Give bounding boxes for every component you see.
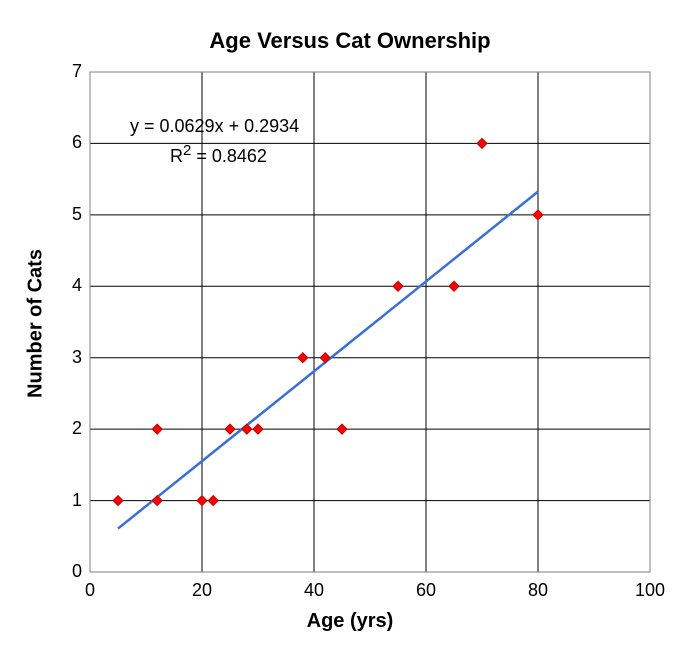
x-tick-label: 100 <box>635 580 665 601</box>
r-squared-prefix: R <box>170 146 183 166</box>
scatter-chart: Age Versus Cat Ownership Number of Cats … <box>0 0 700 656</box>
x-tick-label: 0 <box>75 580 105 601</box>
x-tick-label: 80 <box>523 580 553 601</box>
y-tick-label: 1 <box>56 490 82 511</box>
x-tick-label: 20 <box>187 580 217 601</box>
r-squared-suffix: = 0.8462 <box>191 146 267 166</box>
y-tick-label: 6 <box>56 132 82 153</box>
y-tick-label: 5 <box>56 204 82 225</box>
y-tick-label: 4 <box>56 275 82 296</box>
y-tick-label: 2 <box>56 418 82 439</box>
plot-area <box>0 0 700 656</box>
r-squared-value: R2 = 0.8462 <box>170 142 267 167</box>
y-tick-label: 0 <box>56 561 82 582</box>
y-tick-label: 7 <box>56 61 82 82</box>
regression-equation: y = 0.0629x + 0.2934 <box>130 116 299 137</box>
y-tick-label: 3 <box>56 347 82 368</box>
x-tick-label: 40 <box>299 580 329 601</box>
x-tick-label: 60 <box>411 580 441 601</box>
